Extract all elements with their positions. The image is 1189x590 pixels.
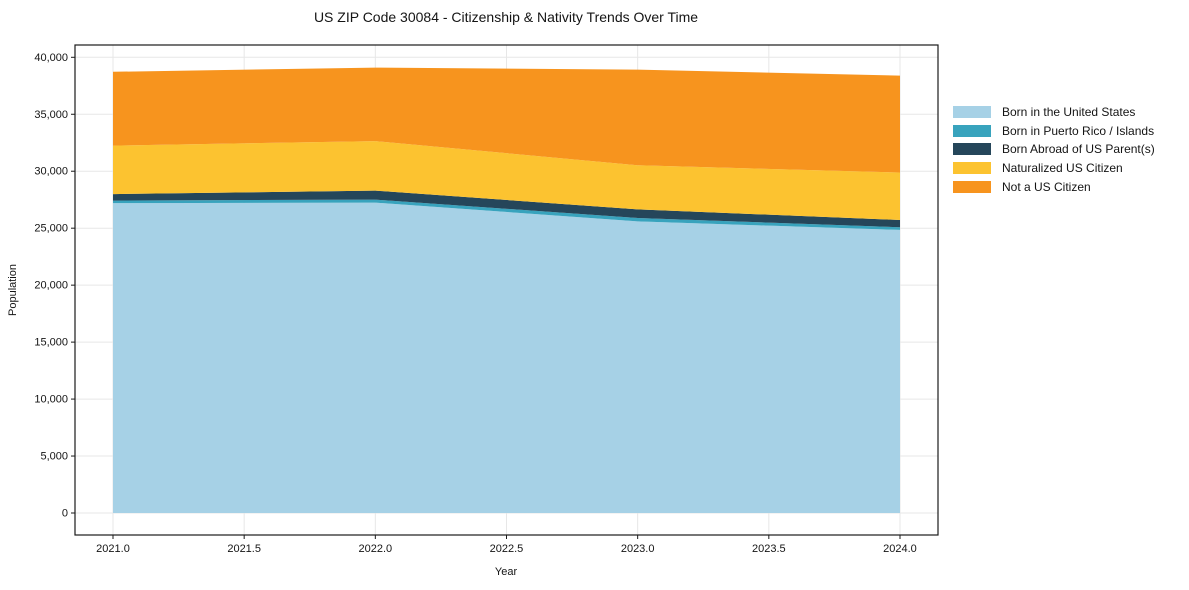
y-tick-label: 10,000 bbox=[34, 394, 68, 406]
y-tick-label: 25,000 bbox=[34, 223, 68, 235]
legend-item-born-in-puerto-rico-islands: Born in Puerto Rico / Islands bbox=[953, 122, 1155, 141]
y-tick-label: 20,000 bbox=[34, 280, 68, 292]
x-tick-label: 2023.5 bbox=[752, 543, 786, 555]
y-tick-label: 15,000 bbox=[34, 337, 68, 349]
legend-swatch-icon bbox=[953, 124, 991, 137]
legend: Born in the United States Born in Puerto … bbox=[953, 103, 1155, 196]
y-tick-label: 30,000 bbox=[34, 166, 68, 178]
legend-label: Naturalized US Citizen bbox=[1002, 161, 1123, 176]
legend-label: Born in the United States bbox=[1002, 105, 1136, 120]
x-tick-label: 2022.5 bbox=[490, 543, 524, 555]
y-axis-label: Population bbox=[7, 264, 19, 316]
area-born-in-puerto-rico-islands bbox=[113, 199, 900, 230]
chart-title: US ZIP Code 30084 - Citizenship & Nativi… bbox=[313, 9, 699, 25]
x-tick-label: 2021.0 bbox=[96, 543, 130, 555]
legend-swatch-icon bbox=[953, 180, 991, 193]
x-tick-label: 2023.0 bbox=[621, 543, 655, 555]
y-tick-label: 5,000 bbox=[40, 451, 68, 463]
legend-label: Born in Puerto Rico / Islands bbox=[1002, 123, 1155, 138]
y-tick-label: 0 bbox=[62, 508, 68, 520]
area-born-abroad-of-us-parent-s bbox=[113, 190, 900, 228]
legend-swatch-icon bbox=[953, 143, 991, 156]
y-tick-label: 35,000 bbox=[34, 109, 68, 121]
x-tick-label: 2024.0 bbox=[883, 543, 917, 555]
legend-label: Born Abroad of US Parent(s) bbox=[1002, 142, 1155, 157]
y-tick-label: 40,000 bbox=[34, 52, 68, 64]
legend-swatch-icon bbox=[953, 162, 991, 175]
x-tick-label: 2022.0 bbox=[359, 543, 393, 555]
legend-item-born-abroad-of-us-parent-s: Born Abroad of US Parent(s) bbox=[953, 140, 1155, 159]
x-axis-label: Year bbox=[494, 566, 518, 578]
area-born-in-the-united-states bbox=[113, 202, 900, 513]
area-naturalized-us-citizen bbox=[113, 141, 900, 220]
legend-item-not-a-us-citizen: Not a US Citizen bbox=[953, 177, 1155, 196]
x-tick-label: 2021.5 bbox=[227, 543, 261, 555]
legend-item-naturalized-us-citizen: Naturalized US Citizen bbox=[953, 159, 1155, 178]
legend-label: Not a US Citizen bbox=[1002, 179, 1091, 194]
legend-item-born-in-the-united-states: Born in the United States bbox=[953, 103, 1155, 122]
area-not-a-us-citizen bbox=[113, 67, 900, 173]
legend-swatch-icon bbox=[953, 106, 991, 119]
